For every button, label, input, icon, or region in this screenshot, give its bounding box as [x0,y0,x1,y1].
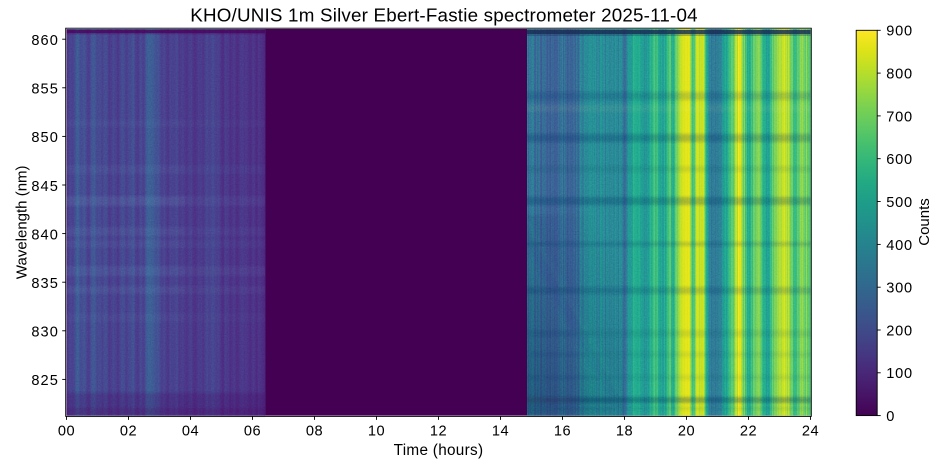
svg-text:08: 08 [306,424,323,440]
svg-text:600: 600 [886,152,913,168]
svg-text:500: 500 [886,195,913,211]
svg-text:18: 18 [616,424,633,440]
svg-text:10: 10 [368,424,385,440]
svg-text:900: 900 [886,24,913,40]
svg-text:700: 700 [886,109,913,125]
svg-text:14: 14 [492,424,509,440]
svg-text:850: 850 [31,130,59,146]
svg-text:200: 200 [886,323,913,339]
svg-text:16: 16 [554,424,571,440]
svg-text:Wavelength (nm): Wavelength (nm) [14,165,31,279]
svg-text:04: 04 [182,424,199,440]
svg-text:835: 835 [31,276,59,292]
svg-text:06: 06 [244,424,261,440]
svg-text:KHO/UNIS 1m Silver Ebert-Fasti: KHO/UNIS 1m Silver Ebert-Fastie spectrom… [190,5,698,26]
svg-text:860: 860 [31,33,59,49]
svg-text:830: 830 [31,325,59,341]
svg-text:24: 24 [802,424,819,440]
svg-text:855: 855 [31,82,59,98]
svg-text:100: 100 [886,366,913,382]
svg-text:20: 20 [678,424,695,440]
svg-text:845: 845 [31,179,59,195]
svg-text:Time (hours): Time (hours) [394,442,484,459]
svg-text:400: 400 [886,238,913,254]
svg-text:825: 825 [31,373,59,389]
svg-text:0: 0 [886,409,895,425]
svg-text:12: 12 [430,424,447,440]
svg-text:22: 22 [740,424,757,440]
svg-text:800: 800 [886,67,913,83]
svg-text:00: 00 [58,424,75,440]
svg-text:840: 840 [31,227,59,243]
svg-text:Counts: Counts [916,198,933,246]
svg-text:02: 02 [120,424,137,440]
svg-text:300: 300 [886,281,913,297]
